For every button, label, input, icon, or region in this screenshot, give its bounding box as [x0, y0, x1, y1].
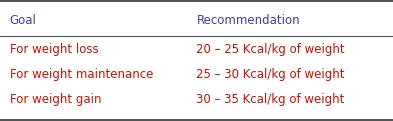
Text: For weight maintenance: For weight maintenance: [10, 68, 153, 81]
Text: For weight gain: For weight gain: [10, 93, 101, 106]
Text: 25 – 30 Kcal/kg of weight: 25 – 30 Kcal/kg of weight: [196, 68, 345, 81]
Text: 30 – 35 Kcal/kg of weight: 30 – 35 Kcal/kg of weight: [196, 93, 345, 106]
Text: Goal: Goal: [10, 14, 37, 27]
Text: For weight loss: For weight loss: [10, 42, 99, 56]
Text: Recommendation: Recommendation: [196, 14, 300, 27]
Text: 20 – 25 Kcal/kg of weight: 20 – 25 Kcal/kg of weight: [196, 42, 345, 56]
